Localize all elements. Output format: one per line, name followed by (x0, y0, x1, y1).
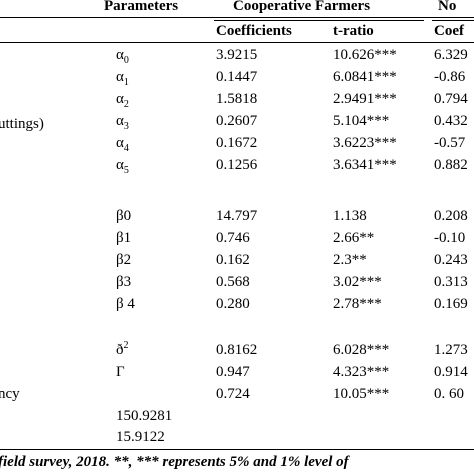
row-coefficient: 0.746 (216, 230, 250, 246)
row-t-ratio: 10.626*** (333, 47, 397, 63)
row-parameter: Γ (116, 364, 125, 380)
row-coefficient: 14.797 (216, 208, 258, 224)
row-t-ratio: 1.138 (333, 208, 367, 224)
row-t-ratio: 3.6223*** (333, 135, 397, 151)
header-coef-2: Coef (434, 23, 464, 39)
row-parameter: β2 (116, 252, 132, 268)
row-coefficient: 0.162 (216, 252, 250, 268)
row-parameter: α1 (116, 69, 129, 88)
row-coefficient: 3.9215 (216, 47, 258, 63)
header-cooperative-farmers: Cooperative Farmers (233, 0, 371, 14)
row-t-ratio: 3.6341*** (333, 157, 397, 173)
row-coef-2: 6.329 (434, 47, 468, 63)
row-t-ratio: 2.66** (333, 230, 375, 246)
row-coef-2: 0.243 (434, 252, 468, 268)
header-coefficients: Coefficients (216, 23, 292, 39)
row-parameter: α3 (116, 113, 129, 132)
row-coef-2: 0.169 (434, 296, 468, 312)
row-coef-2: 0.794 (434, 91, 468, 107)
row-t-ratio: 4.323*** (333, 364, 390, 380)
row-coefficient: 0.1256 (216, 157, 258, 173)
row-t-ratio: 2.9491*** (333, 91, 397, 107)
row-t-ratio: 2.78*** (333, 296, 382, 312)
row-parameter: β 4 (116, 296, 135, 312)
row-parameter: α5 (116, 157, 129, 176)
row-coef-2: 0.208 (434, 208, 468, 224)
row-parameter: β1 (116, 230, 132, 246)
row-t-ratio: 6.028*** (333, 342, 390, 358)
row-parameter: α4 (116, 135, 129, 154)
row-coef-2: -0.86 (434, 69, 466, 85)
row-coefficient: 0.280 (216, 296, 250, 312)
row-coef-2: 0. 60 (434, 386, 464, 402)
log-likelihood-value: 150.9281 (116, 408, 173, 424)
row-t-ratio: 3.02*** (333, 274, 382, 290)
row-coef-2: 0.313 (434, 274, 468, 290)
row-t-ratio: 6.0841*** (333, 69, 397, 85)
header-rule-bottom (0, 42, 474, 43)
row-parameter: ð2 (116, 340, 129, 359)
row-coefficient: 0.568 (216, 274, 250, 290)
row-coef-2: -0.10 (434, 230, 466, 246)
row-coef-2: 1.273 (434, 342, 468, 358)
table-rule-bottom (0, 449, 474, 450)
header-t-ratio: t-ratio (333, 23, 374, 39)
header-rule-top (0, 17, 474, 18)
row-coefficient: 0.1447 (216, 69, 258, 85)
row-coefficient: 0.8162 (216, 342, 258, 358)
row-t-ratio: 2.3** (333, 252, 367, 268)
stub-efficiency: ncy (0, 386, 20, 402)
header-parameters: Parameters (104, 0, 179, 14)
row-parameter: β3 (116, 274, 132, 290)
row-t-ratio: 10.05*** (333, 386, 390, 402)
group2-underline (432, 20, 474, 21)
row-coefficient: 0.2607 (216, 113, 258, 129)
row-parameter: α2 (116, 91, 129, 110)
row-coefficient: 0.1672 (216, 135, 258, 151)
row-coefficient: 0.947 (216, 364, 250, 380)
row-coef-2: -0.57 (434, 135, 466, 151)
header-non-cooperative: No (438, 0, 457, 14)
row-coef-2: 0.432 (434, 113, 468, 129)
row-coef-2: 0.882 (434, 157, 468, 173)
row-parameter: β0 (116, 208, 132, 224)
row-parameter: α0 (116, 47, 129, 66)
group1-underline (214, 20, 424, 21)
row-coefficient: 0.724 (216, 386, 250, 402)
lr-test-value: 15.9122 (116, 429, 165, 445)
row-coef-2: 0.914 (434, 364, 468, 380)
row-t-ratio: 5.104*** (333, 113, 390, 129)
table-footnote: field survey, 2018. **, *** represents 5… (0, 454, 349, 470)
stub-cuttings: uttings) (0, 116, 44, 132)
row-coefficient: 1.5818 (216, 91, 258, 107)
